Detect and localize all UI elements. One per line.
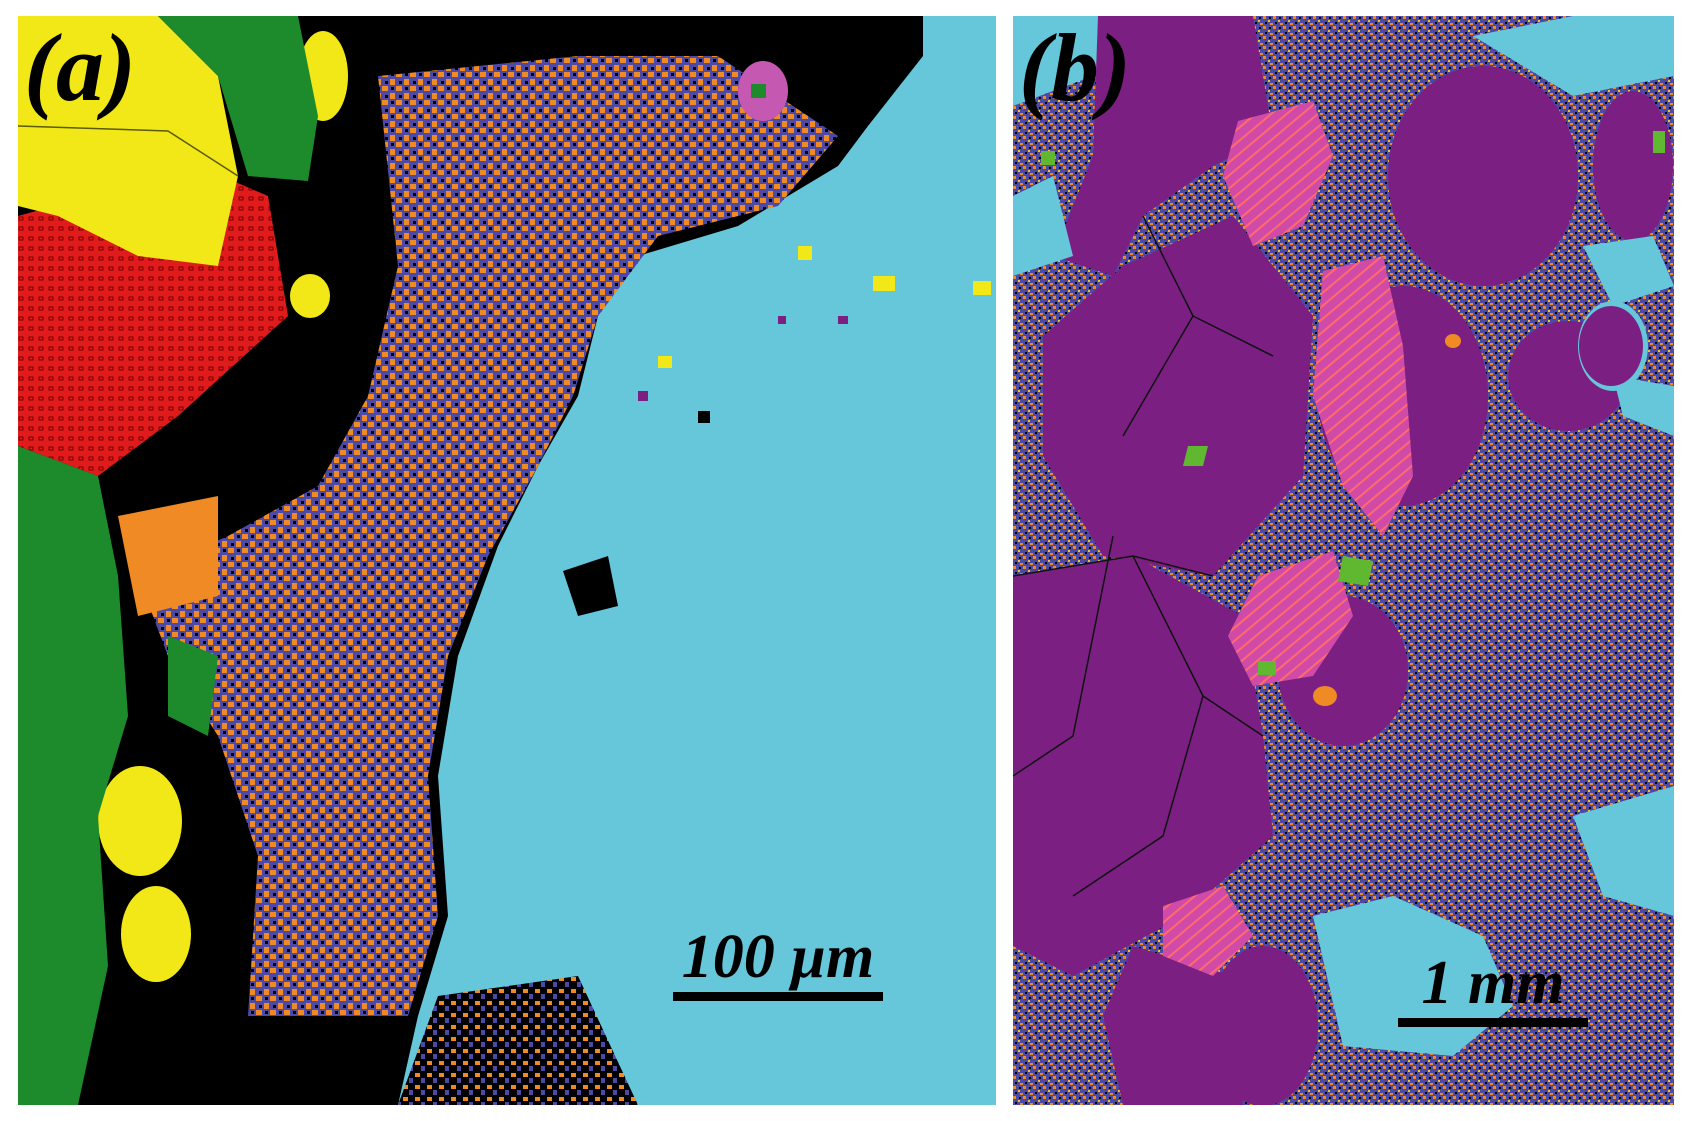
panel-a-map-image	[18, 16, 991, 1105]
panel-b-scale-line	[1398, 1018, 1588, 1027]
panel-a-phase-map: (a) 100 µm	[18, 16, 996, 1105]
panel-b-phase-map: (b) 1 mm	[1013, 16, 1674, 1105]
panel-b-map-image	[1013, 16, 1674, 1105]
panel-a-label: (a)	[24, 16, 136, 121]
panel-a-scale-line	[673, 992, 883, 1001]
panel-a-scale-label: 100 µm	[681, 923, 875, 991]
panel-b-scale-label: 1 mm	[1421, 949, 1565, 1017]
panel-a-scale-bar: 100 µm	[673, 926, 883, 1001]
panel-b-scale-bar: 1 mm	[1398, 952, 1588, 1027]
panel-b-label: (b)	[1019, 16, 1131, 121]
